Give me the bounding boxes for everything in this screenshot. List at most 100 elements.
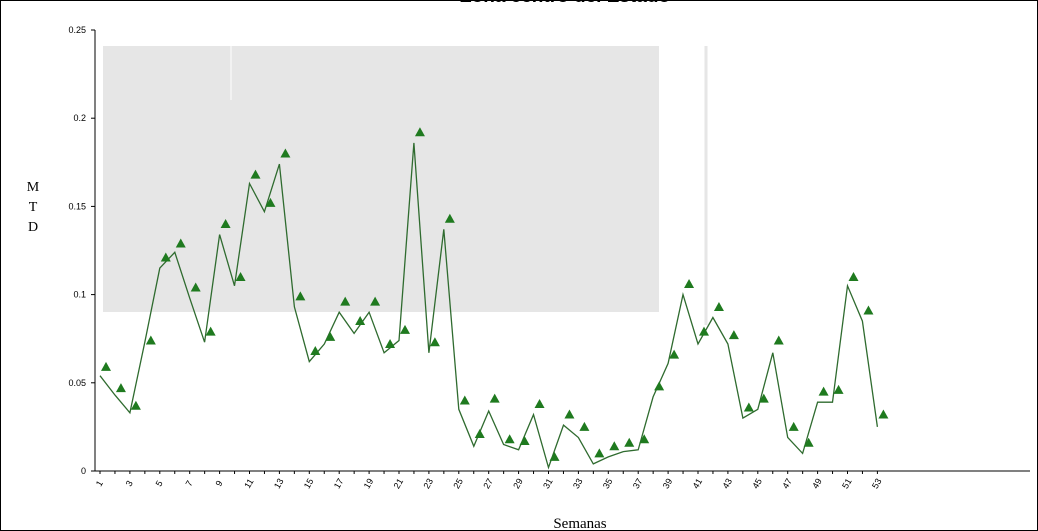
triangle-marker xyxy=(699,326,709,336)
x-tick-label: 15 xyxy=(302,477,316,491)
triangle-marker xyxy=(101,361,111,371)
x-tick-label: 43 xyxy=(720,477,734,491)
axes xyxy=(94,30,1030,472)
triangle-marker xyxy=(130,400,141,410)
y-axis-label-letter: D xyxy=(28,220,38,235)
triangle-marker xyxy=(265,197,276,207)
triangle-marker xyxy=(848,271,859,281)
x-tick-label: 19 xyxy=(362,477,376,491)
triangle-marker xyxy=(400,324,410,334)
x-tick-label: 5 xyxy=(154,479,165,488)
triangle-marker xyxy=(235,271,246,281)
triangle-marker xyxy=(145,335,156,345)
series-line xyxy=(99,142,879,470)
series-line-path xyxy=(99,142,879,470)
triangle-marker xyxy=(713,301,724,311)
triangle-marker xyxy=(459,395,470,405)
triangle-marker xyxy=(788,421,799,431)
y-axis-label-letter: M xyxy=(27,180,40,195)
x-tick-label: 45 xyxy=(750,477,764,491)
triangle-marker xyxy=(609,441,620,451)
triangle-marker xyxy=(175,238,186,248)
triangle-marker xyxy=(743,402,754,412)
y-axis-label: MTD xyxy=(27,180,40,235)
triangle-marker xyxy=(340,296,351,306)
triangle-marker xyxy=(669,349,680,359)
series-markers xyxy=(101,127,889,461)
triangle-marker xyxy=(684,279,695,289)
y-tick-label: 0.1 xyxy=(73,290,86,300)
y-tick-label: 0.15 xyxy=(68,201,86,211)
y-axis-label-letter: T xyxy=(29,200,38,215)
triangle-marker xyxy=(863,305,874,315)
triangle-marker xyxy=(549,451,560,461)
triangle-marker xyxy=(220,219,231,229)
triangle-marker xyxy=(534,398,545,408)
x-tick-label: 1 xyxy=(94,479,105,488)
x-tick-label: 49 xyxy=(810,477,824,491)
triangle-marker xyxy=(414,127,425,137)
triangle-marker xyxy=(833,384,844,394)
triangle-marker xyxy=(624,437,635,447)
x-tick-label: 21 xyxy=(392,477,406,491)
triangle-marker xyxy=(803,437,814,447)
triangle-marker xyxy=(355,316,366,326)
triangle-marker xyxy=(250,169,261,179)
background-band-rect xyxy=(103,46,659,312)
triangle-marker xyxy=(280,148,291,158)
triangle-marker xyxy=(325,331,336,341)
triangle-marker xyxy=(160,252,171,262)
x-tick-label: 25 xyxy=(451,477,465,491)
triangle-marker xyxy=(579,421,590,431)
triangle-marker xyxy=(429,337,440,347)
x-tick-label: 35 xyxy=(601,477,615,491)
x-tick-label: 37 xyxy=(631,477,645,491)
x-tick-label: 9 xyxy=(213,479,224,488)
triangle-marker xyxy=(564,409,575,419)
y-tick-label: 0 xyxy=(81,466,86,476)
triangle-marker xyxy=(773,335,784,345)
triangle-marker xyxy=(758,393,769,403)
x-tick-label: 31 xyxy=(541,477,555,491)
x-tick-label: 7 xyxy=(184,479,195,488)
x-tick-label: 29 xyxy=(511,477,525,491)
x-tick-label: 23 xyxy=(421,477,435,491)
x-tick-label: 17 xyxy=(332,477,346,491)
x-axis-ticks: 1 3 5 7 9 11 13 15 17 19 21 23 25 27 29 31 33 35 37 39 41 43 4… xyxy=(94,471,884,490)
triangle-marker xyxy=(818,386,829,396)
x-tick-label: 51 xyxy=(840,477,854,491)
y-tick-label: 0.25 xyxy=(68,25,86,35)
triangle-marker xyxy=(310,346,321,356)
triangle-marker xyxy=(444,213,455,223)
background-band xyxy=(103,46,708,325)
triangle-marker xyxy=(639,434,650,444)
x-tick-label: 11 xyxy=(242,477,255,490)
triangle-marker xyxy=(370,296,381,306)
triangle-marker xyxy=(205,326,216,336)
x-tick-label: 53 xyxy=(870,477,884,491)
triangle-marker xyxy=(295,291,306,301)
triangle-marker xyxy=(115,383,126,393)
x-tick-label: 3 xyxy=(124,479,135,488)
triangle-marker xyxy=(489,393,500,403)
triangle-marker xyxy=(594,448,605,458)
triangle-marker xyxy=(504,434,515,444)
y-tick-label: 0.2 xyxy=(73,113,86,123)
chart-title: Zona centro del Estado xyxy=(460,0,670,8)
triangle-marker xyxy=(728,330,739,340)
x-tick-label: 13 xyxy=(272,477,286,491)
x-tick-label: 41 xyxy=(691,477,705,491)
triangle-marker xyxy=(474,428,485,438)
x-tick-label: 47 xyxy=(780,477,794,491)
y-tick-label: 0.05 xyxy=(68,378,86,388)
triangle-marker xyxy=(519,436,530,446)
triangle-marker xyxy=(385,338,396,348)
x-tick-label: 33 xyxy=(571,477,585,491)
triangle-marker xyxy=(878,409,889,419)
x-axis-label: Semanas xyxy=(553,516,606,531)
triangle-marker xyxy=(190,282,201,292)
triangle-marker xyxy=(654,381,665,391)
x-tick-label: 39 xyxy=(661,477,675,491)
y-axis-ticks: 0 0.05 0.1 0.15 0.2 0.25 xyxy=(68,25,95,476)
